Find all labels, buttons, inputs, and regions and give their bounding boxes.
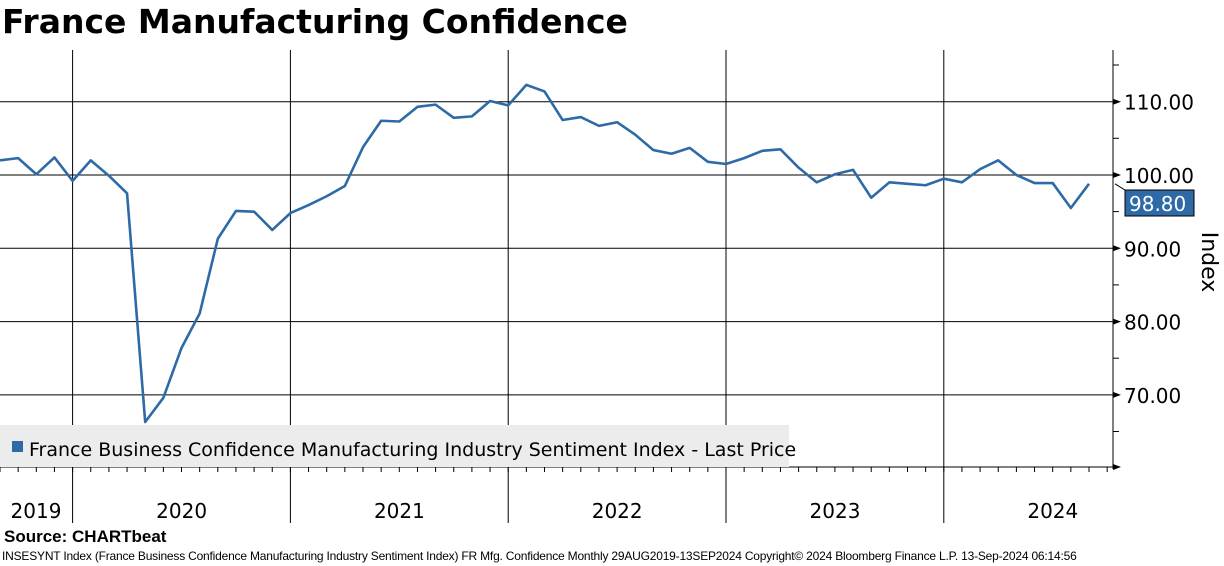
footer-info: INSESYNT Index (France Business Confiden… (2, 549, 1077, 563)
y-tick-arrow (1113, 318, 1121, 325)
y-tick-arrow (1113, 172, 1121, 178)
y-tick-label: 70.00 (1124, 384, 1181, 408)
x-tick-label: 2021 (374, 499, 425, 523)
last-value-tag (1114, 183, 1195, 217)
y-tick-label: 100.00 (1124, 164, 1194, 188)
x-axis-arrow (1113, 464, 1121, 470)
x-tick-label: 2023 (810, 499, 861, 523)
y-tick-arrow (1113, 98, 1121, 105)
y-axis-label: Index (1196, 232, 1221, 293)
y-tick-label: 110.00 (1124, 91, 1194, 115)
y-tick-arrow (1113, 245, 1121, 252)
legend-box (0, 425, 789, 467)
legend-label: France Business Confidence Manufacturing… (29, 439, 796, 461)
y-tick-label: 80.00 (1124, 311, 1181, 335)
x-tick-label: 2024 (1027, 499, 1078, 523)
legend-swatch (12, 441, 23, 452)
x-tick-label: 2019 (11, 499, 62, 523)
y-tick-arrow (1113, 391, 1121, 398)
x-tick-label: 2022 (592, 499, 643, 523)
x-tick-label: 2020 (156, 499, 207, 523)
series-line (0, 83, 1091, 424)
y-tick-label: 90.00 (1124, 237, 1181, 261)
chart-title: France Manufacturing Confidence (2, 2, 628, 41)
source-label: Source: CHARTbeat (4, 527, 167, 546)
last-value-label: 98.80 (1129, 192, 1186, 216)
